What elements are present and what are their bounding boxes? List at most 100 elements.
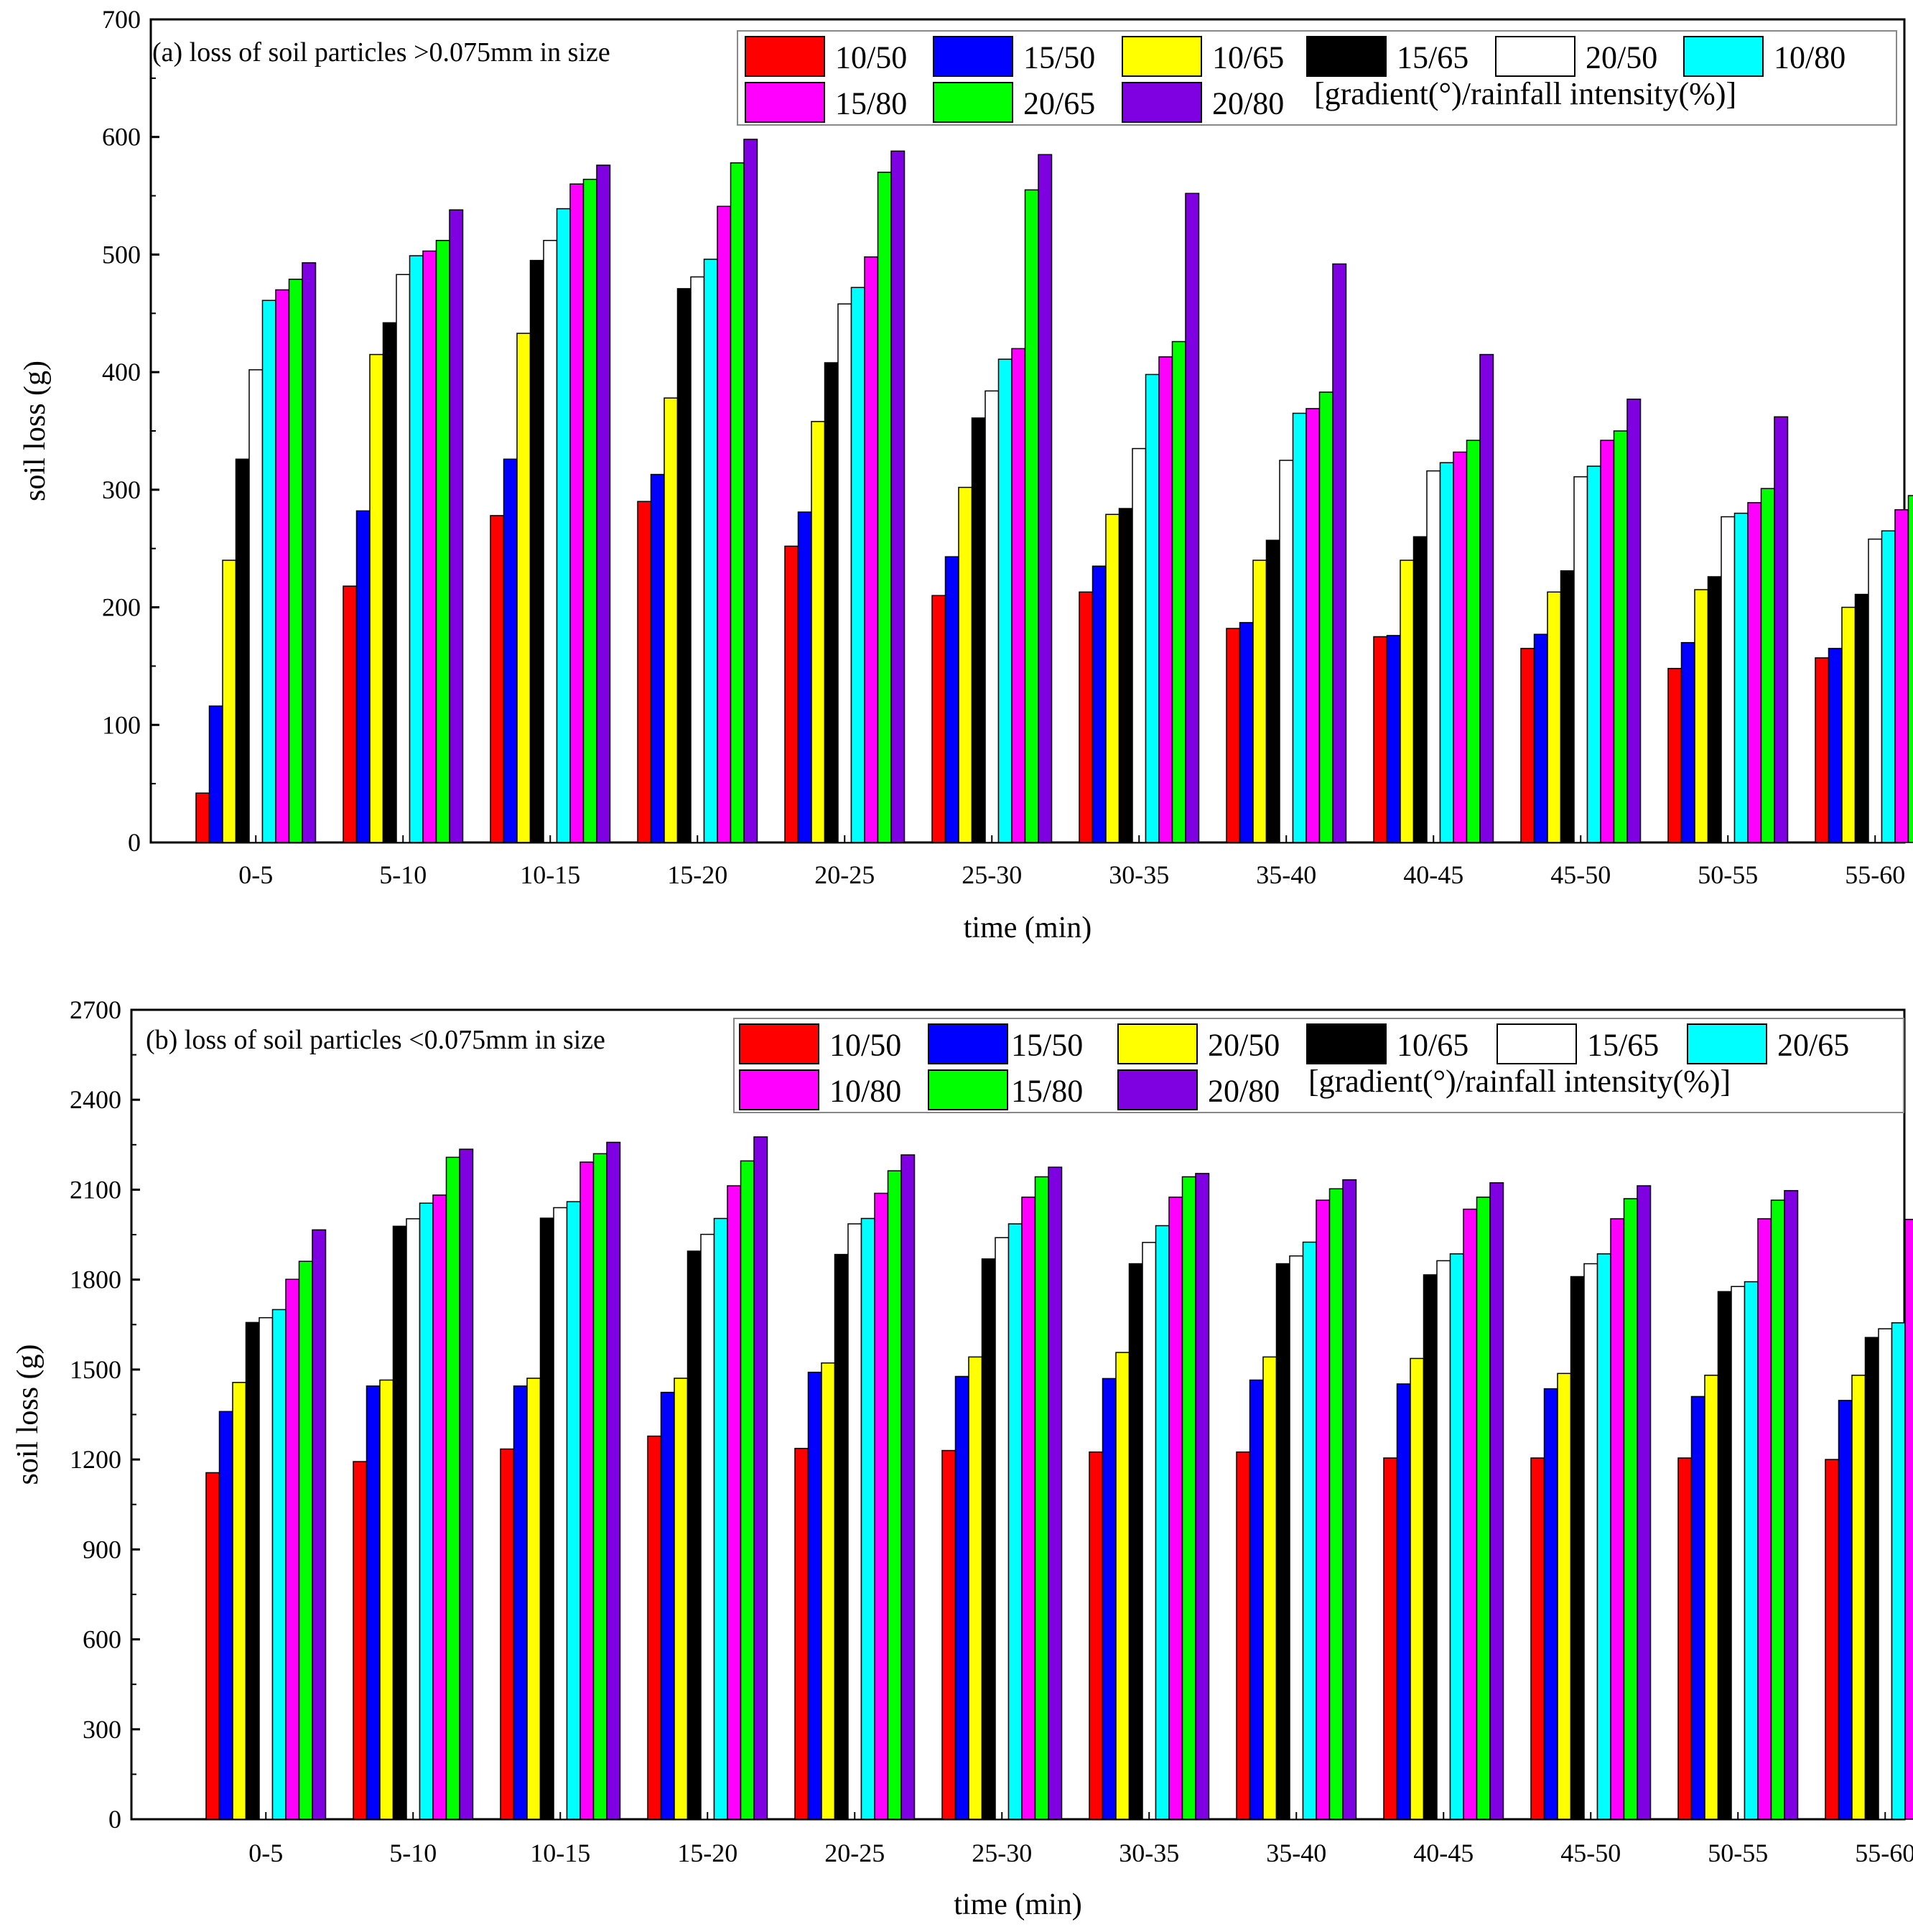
bar: [369, 353, 384, 843]
bar: [1342, 1179, 1357, 1820]
bar: [717, 205, 732, 843]
bar: [864, 256, 879, 843]
bar: [529, 259, 544, 843]
bar: [730, 162, 745, 843]
bar: [271, 1309, 287, 1820]
bar: [1412, 536, 1428, 843]
bar: [1400, 559, 1415, 843]
bar: [1373, 636, 1388, 843]
bar: [944, 556, 959, 843]
legend-note: [gradient(°)/rainfall intensity(%)]: [1308, 1064, 1731, 1099]
bar: [503, 458, 518, 843]
x-tick-label: 55-60: [1855, 1839, 1913, 1867]
bar: [1784, 1189, 1799, 1820]
bar: [958, 486, 973, 843]
bar: [1423, 1274, 1438, 1820]
bar: [422, 250, 437, 843]
legend-swatch: [1122, 36, 1202, 77]
legend-swatch: [928, 1069, 1008, 1110]
bar: [1543, 1388, 1558, 1820]
x-tick-label: 10-15: [520, 860, 580, 889]
bar: [1851, 1375, 1866, 1820]
bar: [1168, 1197, 1183, 1820]
bar: [703, 259, 718, 843]
bar: [1249, 1379, 1264, 1820]
legend-label: 15/50: [1011, 1028, 1083, 1063]
bar: [355, 510, 371, 843]
bar: [981, 1258, 996, 1820]
bar: [647, 1435, 662, 1820]
y-tick-label: 700: [102, 5, 141, 34]
x-tick-label: 15-20: [677, 1839, 737, 1867]
bar: [1557, 1373, 1572, 1820]
bar: [1332, 263, 1347, 843]
bar: [1774, 416, 1789, 843]
bar: [1570, 1276, 1585, 1820]
chart-a-soil-loss-coarse: 0 100 200 300 400 500 600 700 0-5 5-10 10-15 15-20 2…: [19, 5, 1913, 944]
bar: [259, 1316, 274, 1820]
y-axis-label: soil loss (g): [19, 361, 52, 501]
bar: [285, 1278, 300, 1820]
y-tick-label: 600: [102, 123, 141, 152]
legend-label: 10/50: [835, 40, 907, 75]
x-tick-label: 0-5: [238, 860, 273, 889]
bar: [435, 240, 450, 843]
bar: [1426, 470, 1441, 843]
y-tick-label: 0: [128, 828, 141, 857]
x-tick-label: 30-35: [1119, 1839, 1179, 1867]
legend-label: 10/80: [829, 1074, 901, 1109]
bar: [1690, 1395, 1705, 1820]
bar: [382, 322, 397, 843]
legend-swatch: [1117, 1069, 1198, 1110]
bar: [1530, 1457, 1545, 1820]
y-tick-label: 2400: [70, 1085, 121, 1114]
chart-title: (a) loss of soil particles >0.075mm in s…: [152, 37, 610, 68]
bar: [1185, 192, 1200, 843]
bar: [1623, 1198, 1638, 1820]
bar: [222, 559, 237, 843]
bar: [235, 458, 250, 843]
bar: [205, 1472, 220, 1820]
bar: [1226, 628, 1241, 843]
legend-swatch: [1683, 36, 1764, 77]
bar: [784, 545, 799, 843]
bar: [1825, 1459, 1840, 1820]
x-tick-label: 0-5: [248, 1839, 283, 1867]
bar: [1252, 559, 1267, 843]
bar: [459, 1148, 474, 1820]
bar: [490, 515, 505, 843]
x-tick-label: 5-10: [389, 1839, 437, 1867]
bar: [580, 1161, 595, 1820]
bar: [1439, 462, 1454, 843]
x-tick-label: 10-15: [530, 1839, 590, 1867]
bar: [1118, 508, 1133, 843]
bar: [1089, 1451, 1104, 1820]
bar: [664, 397, 679, 843]
bar: [753, 1136, 768, 1820]
bar: [931, 595, 946, 843]
bar: [1626, 399, 1642, 843]
bar: [1236, 1451, 1251, 1820]
bar: [1476, 1197, 1491, 1820]
bar: [1436, 1260, 1451, 1820]
bar: [676, 288, 692, 843]
bar: [1547, 591, 1562, 843]
legend-label: 20/65: [1777, 1028, 1849, 1063]
bar: [1717, 1291, 1732, 1820]
bar: [500, 1448, 515, 1820]
bar: [740, 1160, 755, 1820]
bar: [877, 172, 892, 843]
bar: [713, 1217, 728, 1820]
legend-swatch: [1122, 82, 1202, 123]
chart-title: (b) loss of soil particles <0.075mm in s…: [146, 1025, 605, 1055]
bar: [1838, 1400, 1853, 1820]
bar: [1279, 460, 1294, 843]
bar: [218, 1411, 233, 1820]
bar: [1305, 408, 1321, 843]
legend-swatch: [739, 1023, 819, 1064]
y-tick-label: 300: [102, 475, 141, 504]
bar: [637, 501, 652, 843]
legend-swatch: [1306, 36, 1387, 77]
x-tick-label: 45-50: [1550, 860, 1611, 889]
